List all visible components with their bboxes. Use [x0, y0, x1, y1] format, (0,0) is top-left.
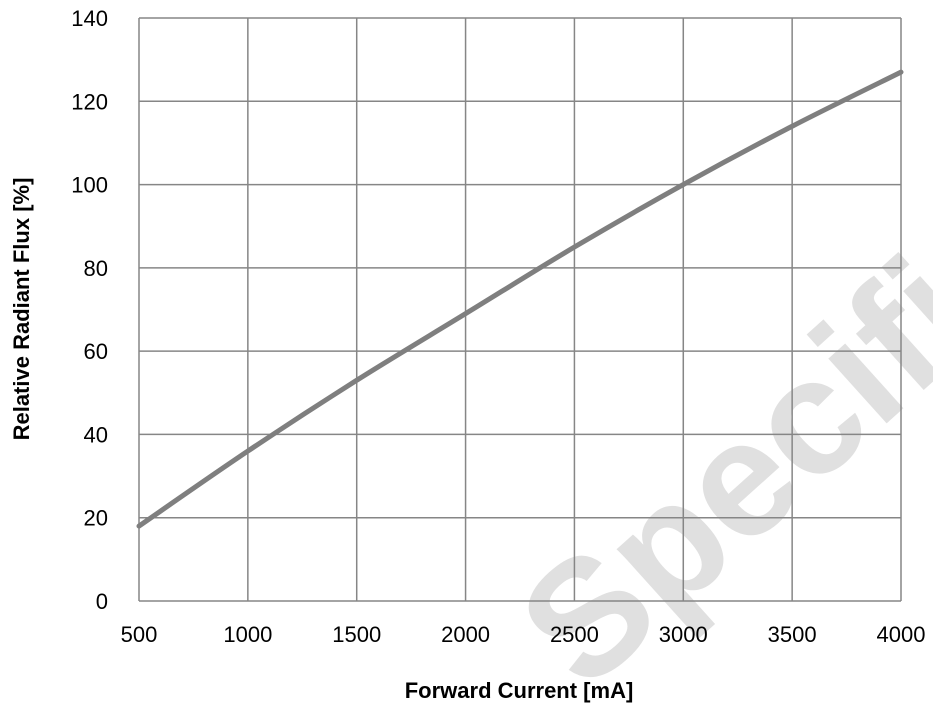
data-point: [681, 182, 686, 187]
x-tick-label: 1000: [223, 622, 272, 647]
data-point: [463, 311, 468, 316]
data-point: [572, 245, 577, 250]
x-tick-label: 500: [121, 622, 158, 647]
y-tick-label: 40: [84, 422, 108, 447]
y-tick-label: 100: [71, 173, 108, 198]
x-tick-label: 2500: [550, 622, 599, 647]
x-tick-label: 3500: [768, 622, 817, 647]
data-point: [899, 70, 904, 75]
series-layer: [136, 69, 904, 529]
data-point: [354, 378, 359, 383]
gridlines: [138, 17, 902, 602]
y-axis-title: Relative Radiant Flux [%]: [9, 178, 34, 441]
data-point: [245, 449, 250, 454]
x-tick-label: 4000: [877, 622, 926, 647]
x-tick-label: 3000: [659, 622, 708, 647]
series-line: [136, 69, 904, 529]
data-point: [790, 124, 795, 129]
data-point: [137, 524, 142, 529]
y-tick-label: 80: [84, 256, 108, 281]
y-tick-label: 20: [84, 506, 108, 531]
watermark: Specificati: [485, 32, 933, 709]
y-tick-label: 120: [71, 89, 108, 114]
x-axis-title: Forward Current [mA]: [405, 678, 634, 703]
watermark-layer: Specificati: [485, 32, 933, 709]
y-tick-label: 140: [71, 6, 108, 31]
y-tick-label: 60: [84, 339, 108, 364]
y-tick-label: 0: [96, 589, 108, 614]
x-tick-label: 1500: [332, 622, 381, 647]
tick-labels: 500 1000 1500 2000 2500 3000 3500 4000 0 20 40 60 80…: [71, 6, 925, 647]
x-tick-label: 2000: [441, 622, 490, 647]
